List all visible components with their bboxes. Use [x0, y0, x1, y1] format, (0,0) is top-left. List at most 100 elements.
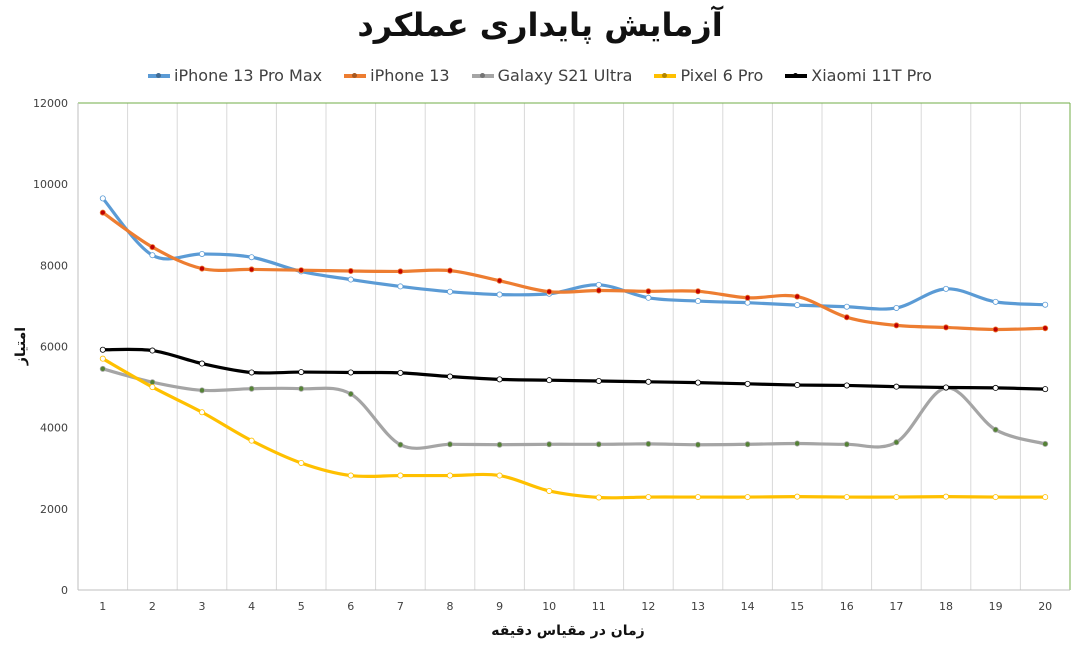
- axis-layer: [77, 102, 1071, 591]
- data-point-iphone-13: [595, 287, 602, 294]
- legend-item: Xiaomi 11T Pro: [785, 66, 932, 85]
- legend-item: Galaxy S21 Ultra: [471, 66, 632, 85]
- data-point-pixel-6-pro: [298, 459, 305, 466]
- series-line-xiaomi-11t-pro: [101, 347, 1047, 391]
- data-point-xiaomi-11t-pro: [149, 347, 156, 354]
- data-point-iphone-13-pro-max: [99, 195, 106, 202]
- x-tick-label: 6: [347, 600, 354, 613]
- data-point-xiaomi-11t-pro: [198, 360, 205, 367]
- y-axis-title: امتیاز: [13, 327, 29, 366]
- data-point-pixel-6-pro: [99, 355, 106, 362]
- data-point-iphone-13-pro-max: [794, 302, 801, 309]
- series-line-iphone-13: [101, 210, 1047, 332]
- data-point-galaxy-s21-ultra: [397, 441, 404, 448]
- data-point-iphone-13-pro-max: [149, 252, 156, 259]
- data-point-pixel-6-pro: [198, 409, 205, 416]
- data-point-iphone-13-pro-max: [496, 291, 503, 298]
- data-point-xiaomi-11t-pro: [595, 377, 602, 384]
- x-tick-label: 14: [741, 600, 755, 613]
- data-point-xiaomi-11t-pro: [1042, 386, 1049, 393]
- data-point-galaxy-s21-ultra: [744, 441, 751, 448]
- data-point-xiaomi-11t-pro: [298, 369, 305, 376]
- legend-swatch: [148, 73, 171, 78]
- data-point-galaxy-s21-ultra: [446, 441, 453, 448]
- x-tick-label: 19: [989, 600, 1003, 613]
- x-axis-title: زمان در مقیاس دقیقه: [491, 623, 644, 639]
- data-point-iphone-13-pro-max: [248, 254, 255, 261]
- legend-label: Xiaomi 11T Pro: [811, 66, 932, 85]
- data-point-iphone-13-pro-max: [397, 283, 404, 290]
- data-point-iphone-13-pro-max: [744, 299, 751, 306]
- legend-item: Pixel 6 Pro: [654, 66, 763, 85]
- legend-item: iPhone 13: [344, 66, 450, 85]
- data-point-iphone-13-pro-max: [695, 298, 702, 305]
- data-point-xiaomi-11t-pro: [546, 377, 553, 384]
- data-point-galaxy-s21-ultra: [992, 426, 999, 433]
- legend-swatch: [654, 73, 677, 78]
- data-point-iphone-13: [546, 288, 553, 295]
- data-point-iphone-13: [843, 314, 850, 321]
- data-point-xiaomi-11t-pro: [794, 382, 801, 389]
- x-tick-label: 11: [592, 600, 606, 613]
- x-tick-label: 10: [542, 600, 556, 613]
- data-point-pixel-6-pro: [397, 472, 404, 479]
- x-tick-label: 13: [691, 600, 705, 613]
- y-tick-label: 6000: [40, 341, 68, 354]
- legend-label: iPhone 13 Pro Max: [174, 66, 323, 85]
- y-tick-label: 2000: [40, 503, 68, 516]
- data-point-galaxy-s21-ultra: [149, 379, 156, 386]
- data-point-pixel-6-pro: [149, 384, 156, 391]
- data-point-iphone-13: [298, 267, 305, 274]
- data-point-galaxy-s21-ultra: [595, 441, 602, 448]
- data-point-iphone-13-pro-max: [893, 304, 900, 311]
- x-tick-label: 12: [641, 600, 655, 613]
- data-point-iphone-13: [198, 265, 205, 272]
- series-layer: [99, 195, 1049, 501]
- legend-label: Pixel 6 Pro: [680, 66, 764, 85]
- data-point-galaxy-s21-ultra: [645, 440, 652, 447]
- data-point-xiaomi-11t-pro: [992, 384, 999, 391]
- data-point-xiaomi-11t-pro: [893, 383, 900, 390]
- data-point-iphone-13: [645, 288, 652, 295]
- data-point-galaxy-s21-ultra: [347, 390, 354, 397]
- data-point-pixel-6-pro: [595, 494, 602, 501]
- y-tick-label: 10000: [33, 178, 68, 191]
- data-point-xiaomi-11t-pro: [843, 382, 850, 389]
- data-point-pixel-6-pro: [1042, 494, 1049, 501]
- legend: iPhone 13 Pro Max iPhone 13 Galaxy S21 Ult…: [0, 66, 1080, 85]
- data-point-pixel-6-pro: [794, 493, 801, 500]
- data-point-xiaomi-11t-pro: [397, 369, 404, 376]
- x-tick-label: 16: [840, 600, 854, 613]
- data-point-galaxy-s21-ultra: [99, 365, 106, 372]
- data-point-pixel-6-pro: [248, 437, 255, 444]
- x-tick-label: 18: [939, 600, 953, 613]
- data-point-xiaomi-11t-pro: [99, 346, 106, 353]
- data-point-iphone-13-pro-max: [446, 288, 453, 295]
- data-point-xiaomi-11t-pro: [645, 378, 652, 385]
- data-point-pixel-6-pro: [645, 494, 652, 501]
- y-tick-label: 8000: [40, 259, 68, 272]
- data-point-pixel-6-pro: [695, 494, 702, 501]
- data-point-iphone-13: [149, 244, 156, 251]
- x-tick-label: 5: [298, 600, 305, 613]
- data-point-xiaomi-11t-pro: [248, 369, 255, 376]
- data-point-iphone-13-pro-max: [943, 285, 950, 292]
- data-point-iphone-13-pro-max: [992, 298, 999, 305]
- x-tick-label: 15: [790, 600, 804, 613]
- data-point-iphone-13: [99, 209, 106, 216]
- x-tick-label: 17: [889, 600, 903, 613]
- data-point-galaxy-s21-ultra: [298, 385, 305, 392]
- data-point-pixel-6-pro: [546, 487, 553, 494]
- data-point-iphone-13-pro-max: [1042, 301, 1049, 308]
- data-point-iphone-13: [992, 326, 999, 333]
- legend-swatch: [344, 73, 367, 78]
- data-point-xiaomi-11t-pro: [446, 373, 453, 380]
- data-point-galaxy-s21-ultra: [893, 439, 900, 446]
- chart-title: آزمایش پایداری عملکرد: [357, 6, 723, 44]
- data-point-galaxy-s21-ultra: [843, 441, 850, 448]
- data-point-iphone-13: [893, 322, 900, 329]
- data-point-pixel-6-pro: [943, 493, 950, 500]
- legend-item: iPhone 13 Pro Max: [148, 66, 322, 85]
- legend-swatch: [785, 73, 808, 78]
